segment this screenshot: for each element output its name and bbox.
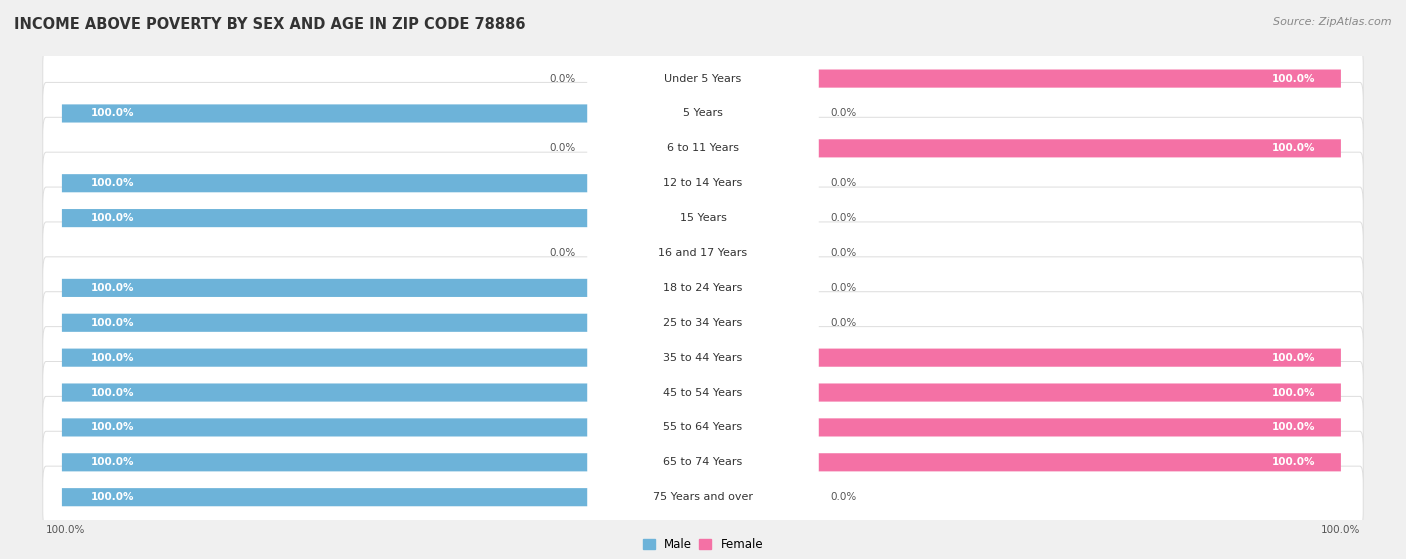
Text: 0.0%: 0.0% — [831, 213, 856, 223]
Text: 100.0%: 100.0% — [1272, 423, 1316, 433]
FancyBboxPatch shape — [700, 209, 754, 227]
FancyBboxPatch shape — [62, 453, 703, 471]
FancyBboxPatch shape — [700, 453, 1341, 471]
FancyBboxPatch shape — [700, 314, 754, 332]
FancyBboxPatch shape — [62, 209, 703, 227]
FancyBboxPatch shape — [62, 314, 703, 332]
Text: 100.0%: 100.0% — [1272, 457, 1316, 467]
FancyBboxPatch shape — [588, 310, 818, 335]
FancyBboxPatch shape — [588, 415, 818, 440]
FancyBboxPatch shape — [588, 135, 818, 161]
FancyBboxPatch shape — [648, 139, 703, 158]
Text: 0.0%: 0.0% — [550, 143, 575, 153]
FancyBboxPatch shape — [62, 105, 703, 122]
FancyBboxPatch shape — [42, 117, 1364, 179]
FancyBboxPatch shape — [588, 275, 818, 301]
Text: Under 5 Years: Under 5 Years — [665, 74, 741, 84]
FancyBboxPatch shape — [42, 431, 1364, 494]
FancyBboxPatch shape — [700, 174, 754, 192]
FancyBboxPatch shape — [648, 244, 703, 262]
FancyBboxPatch shape — [700, 349, 1341, 367]
FancyBboxPatch shape — [62, 279, 703, 297]
FancyBboxPatch shape — [62, 174, 703, 192]
Text: 0.0%: 0.0% — [831, 283, 856, 293]
Text: 0.0%: 0.0% — [831, 492, 856, 502]
Text: 5 Years: 5 Years — [683, 108, 723, 119]
FancyBboxPatch shape — [588, 345, 818, 371]
Text: 35 to 44 Years: 35 to 44 Years — [664, 353, 742, 363]
FancyBboxPatch shape — [588, 65, 818, 92]
Text: Source: ZipAtlas.com: Source: ZipAtlas.com — [1274, 17, 1392, 27]
FancyBboxPatch shape — [588, 205, 818, 231]
FancyBboxPatch shape — [700, 488, 754, 506]
Text: 6 to 11 Years: 6 to 11 Years — [666, 143, 740, 153]
Text: 18 to 24 Years: 18 to 24 Years — [664, 283, 742, 293]
FancyBboxPatch shape — [700, 69, 1341, 88]
FancyBboxPatch shape — [42, 362, 1364, 424]
FancyBboxPatch shape — [588, 380, 818, 405]
FancyBboxPatch shape — [700, 139, 1341, 158]
Text: 0.0%: 0.0% — [550, 74, 575, 84]
Text: 100.0%: 100.0% — [1272, 353, 1316, 363]
Text: 100.0%: 100.0% — [90, 353, 134, 363]
Text: 100.0%: 100.0% — [1272, 74, 1316, 84]
Text: 100.0%: 100.0% — [90, 318, 134, 328]
FancyBboxPatch shape — [42, 396, 1364, 458]
Text: 0.0%: 0.0% — [831, 108, 856, 119]
FancyBboxPatch shape — [62, 418, 703, 437]
FancyBboxPatch shape — [700, 279, 754, 297]
FancyBboxPatch shape — [42, 48, 1364, 110]
FancyBboxPatch shape — [700, 418, 1341, 437]
Text: 100.0%: 100.0% — [90, 387, 134, 397]
FancyBboxPatch shape — [42, 187, 1364, 249]
FancyBboxPatch shape — [588, 484, 818, 510]
Text: 75 Years and over: 75 Years and over — [652, 492, 754, 502]
Text: INCOME ABOVE POVERTY BY SEX AND AGE IN ZIP CODE 78886: INCOME ABOVE POVERTY BY SEX AND AGE IN Z… — [14, 17, 526, 32]
FancyBboxPatch shape — [588, 240, 818, 266]
Text: 55 to 64 Years: 55 to 64 Years — [664, 423, 742, 433]
FancyBboxPatch shape — [700, 244, 754, 262]
Text: 25 to 34 Years: 25 to 34 Years — [664, 318, 742, 328]
FancyBboxPatch shape — [588, 449, 818, 475]
Text: 100.0%: 100.0% — [90, 178, 134, 188]
FancyBboxPatch shape — [62, 383, 703, 401]
FancyBboxPatch shape — [42, 466, 1364, 528]
FancyBboxPatch shape — [42, 292, 1364, 354]
Text: 100.0%: 100.0% — [1272, 387, 1316, 397]
FancyBboxPatch shape — [42, 257, 1364, 319]
FancyBboxPatch shape — [42, 82, 1364, 145]
Text: 0.0%: 0.0% — [831, 178, 856, 188]
FancyBboxPatch shape — [42, 326, 1364, 389]
Text: 100.0%: 100.0% — [90, 283, 134, 293]
Text: 0.0%: 0.0% — [550, 248, 575, 258]
Text: 45 to 54 Years: 45 to 54 Years — [664, 387, 742, 397]
Text: 100.0%: 100.0% — [90, 492, 134, 502]
Text: 100.0%: 100.0% — [90, 423, 134, 433]
FancyBboxPatch shape — [700, 383, 1341, 401]
Text: 100.0%: 100.0% — [1272, 143, 1316, 153]
Text: 100.0%: 100.0% — [90, 108, 134, 119]
Text: 15 Years: 15 Years — [679, 213, 727, 223]
Text: 0.0%: 0.0% — [831, 318, 856, 328]
FancyBboxPatch shape — [588, 101, 818, 126]
Text: 12 to 14 Years: 12 to 14 Years — [664, 178, 742, 188]
FancyBboxPatch shape — [648, 69, 703, 88]
Text: 0.0%: 0.0% — [831, 248, 856, 258]
FancyBboxPatch shape — [588, 170, 818, 196]
FancyBboxPatch shape — [42, 222, 1364, 284]
Text: 16 and 17 Years: 16 and 17 Years — [658, 248, 748, 258]
FancyBboxPatch shape — [42, 152, 1364, 214]
FancyBboxPatch shape — [62, 349, 703, 367]
Text: 100.0%: 100.0% — [90, 213, 134, 223]
Text: 100.0%: 100.0% — [90, 457, 134, 467]
Legend: Male, Female: Male, Female — [638, 533, 768, 556]
FancyBboxPatch shape — [62, 488, 703, 506]
FancyBboxPatch shape — [700, 105, 754, 122]
Text: 65 to 74 Years: 65 to 74 Years — [664, 457, 742, 467]
